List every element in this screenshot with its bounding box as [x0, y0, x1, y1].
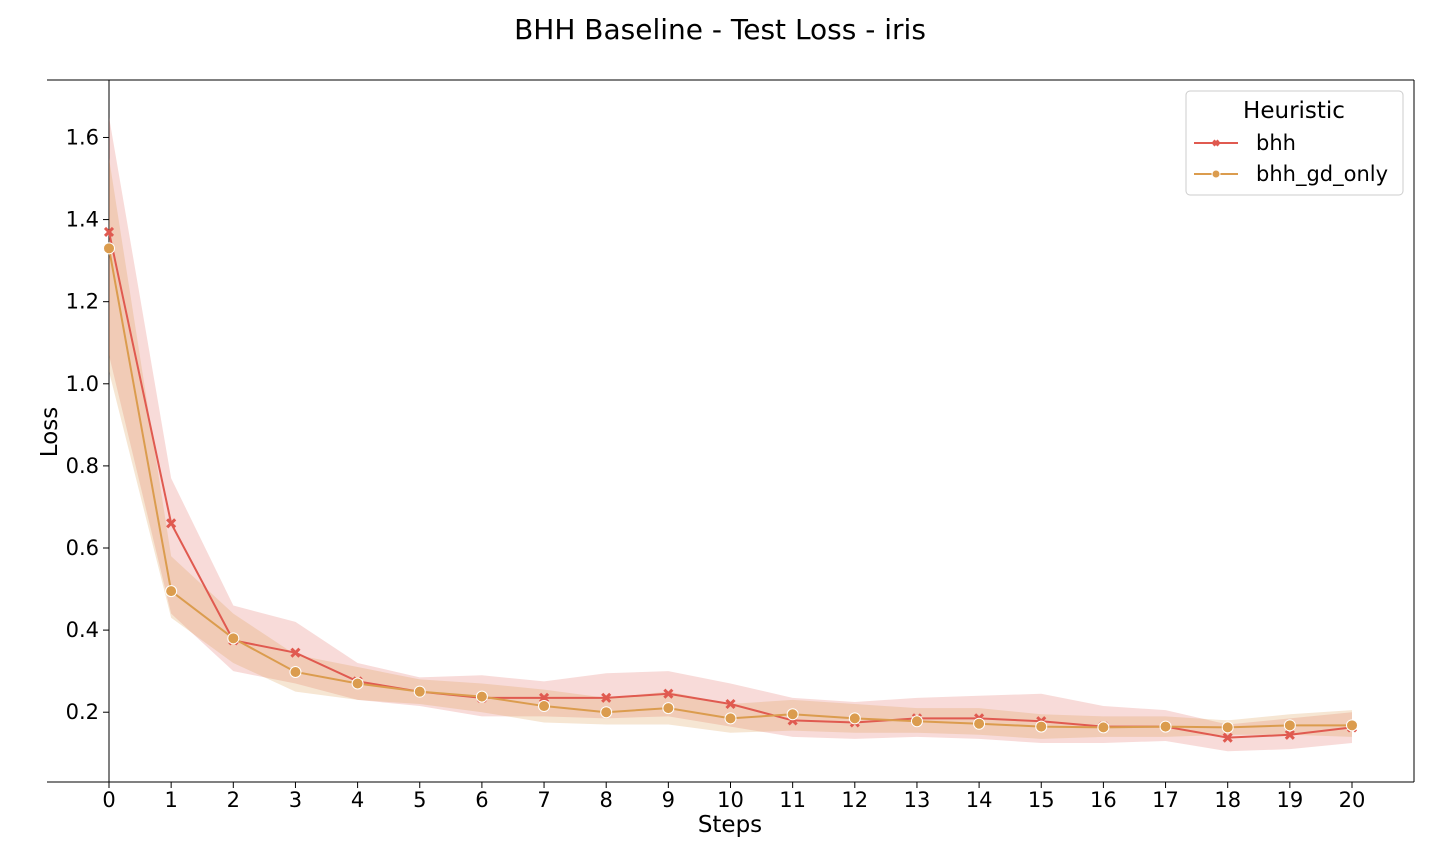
data-point-bhh_gd_only [848, 712, 861, 725]
x-tick-label: 8 [600, 788, 613, 812]
data-point-bhh_gd_only [413, 685, 426, 698]
data-point-bhh [103, 226, 115, 237]
data-point-bhh_gd_only [1159, 720, 1172, 733]
data-point-bhh_gd_only [1346, 719, 1358, 732]
data-point-bhh_gd_only [475, 690, 488, 703]
x-tick-label: 18 [1214, 788, 1241, 812]
data-point-bhh [1284, 729, 1295, 740]
data-point-bhh_gd_only [227, 632, 240, 645]
data-point-bhh [725, 698, 736, 710]
series-markers [103, 226, 1358, 743]
data-point-bhh_gd_only [662, 702, 675, 715]
x-tick-label: 7 [537, 788, 550, 812]
y-axis-ticks: 0.2 0.4 0.6 0.8 1.0 1.2 1.4 1.6 [66, 125, 109, 724]
data-point-bhh [538, 692, 550, 703]
data-point-bhh [1212, 139, 1220, 147]
x-tick-label: 2 [227, 788, 240, 812]
data-point-bhh_gd_only [103, 242, 115, 255]
y-tick-label: 0.4 [66, 618, 99, 642]
data-point-bhh [290, 647, 301, 658]
x-tick-label: 4 [351, 788, 364, 812]
x-tick-label: 17 [1152, 788, 1179, 812]
data-point-bhh_gd_only [1035, 720, 1048, 733]
x-tick-label: 5 [413, 788, 426, 812]
x-tick-label: 15 [1028, 788, 1055, 812]
data-point-bhh_gd_only [538, 700, 551, 713]
legend-title: Heuristic [1243, 98, 1345, 124]
legend: Heuristic bhh bhh_gd_only [1185, 90, 1404, 196]
data-point-bhh_gd_only [1097, 721, 1110, 734]
data-point-bhh_gd_only [1221, 721, 1234, 734]
data-point-bhh_gd_only [724, 712, 737, 725]
y-tick-label: 1.6 [66, 125, 99, 149]
data-point-bhh_gd_only [165, 585, 178, 598]
legend-box [1185, 90, 1404, 196]
confidence-bands [109, 116, 1352, 752]
legend-label: bhh_gd_only [1256, 162, 1388, 187]
x-tick-label: 10 [717, 788, 744, 812]
x-tick-label: 6 [475, 788, 488, 812]
x-tick-label: 0 [102, 788, 115, 812]
legend-item-bhh_gd_only: bhh_gd_only [1194, 162, 1388, 187]
y-tick-label: 0.6 [66, 536, 99, 560]
y-tick-label: 1.4 [66, 208, 99, 232]
x-tick-label: 14 [966, 788, 993, 812]
data-point-bhh_gd_only [786, 708, 799, 721]
data-point-bhh_gd_only [600, 706, 613, 719]
legend-label: bhh [1256, 131, 1296, 155]
data-point-bhh_gd_only [1211, 169, 1221, 179]
data-point-bhh [663, 688, 674, 699]
x-tick-label: 12 [841, 788, 868, 812]
x-axis-ticks: 0 1 2 3 4 5 6 7 8 9 10 11 12 13 14 15 16 17 18 19 20 [102, 782, 1365, 812]
data-point-bhh_gd_only [1283, 719, 1296, 732]
y-axis-label: Loss [37, 407, 63, 457]
chart-title: BHH Baseline - Test Loss - iris [514, 13, 926, 46]
y-tick-label: 0.8 [66, 454, 99, 478]
x-tick-label: 20 [1339, 788, 1366, 812]
data-point-bhh [601, 692, 612, 703]
y-tick-label: 0.2 [66, 700, 99, 724]
x-tick-label: 11 [779, 788, 806, 812]
x-tick-label: 1 [164, 788, 177, 812]
plot-frame [47, 79, 1415, 783]
x-tick-label: 3 [289, 788, 302, 812]
y-tick-label: 1.2 [66, 290, 99, 314]
legend-item-bhh: bhh [1194, 131, 1296, 155]
x-axis-label: Steps [698, 812, 762, 838]
x-tick-label: 19 [1276, 788, 1303, 812]
data-point-bhh [166, 518, 177, 529]
data-point-bhh_gd_only [289, 665, 302, 678]
data-point-bhh_gd_only [351, 677, 364, 690]
data-point-bhh [1222, 732, 1233, 743]
x-tick-label: 9 [662, 788, 675, 812]
x-tick-label: 16 [1090, 788, 1117, 812]
data-point-bhh_gd_only [910, 715, 923, 728]
y-tick-label: 1.0 [66, 372, 99, 396]
x-tick-label: 13 [904, 788, 931, 812]
data-point-bhh_gd_only [973, 717, 986, 730]
